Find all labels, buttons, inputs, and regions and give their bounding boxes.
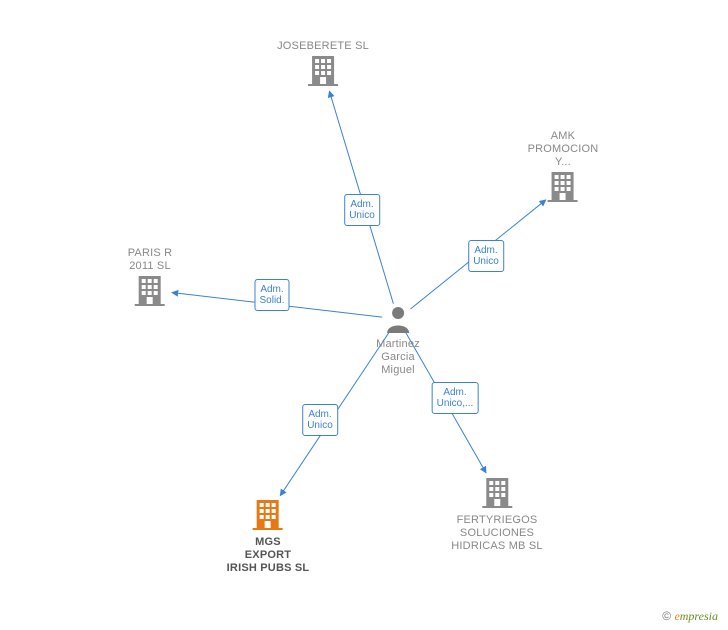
company-node-ferty[interactable]: FERTYRIEGOS SOLUCIONES HIDRICAS MB SL [451, 475, 542, 553]
edges-layer [0, 0, 728, 630]
company-node-joseberete[interactable]: JOSEBERETE SL [277, 40, 369, 92]
company-node-amk[interactable]: AMK PROMOCION Y... [528, 130, 599, 208]
building-icon [227, 497, 310, 536]
edge-label-parisr: Adm. Solid. [254, 279, 289, 311]
company-node-mgs[interactable]: MGS EXPORT IRISH PUBS SL [227, 497, 310, 575]
edge-label-ferty: Adm. Unico,... [432, 382, 479, 414]
copyright: © empresia [662, 609, 718, 624]
person-label: Martinez Garcia Miguel [376, 338, 420, 377]
diagram-canvas: Martinez Garcia Miguel JOSEBERETE SL AMK … [0, 0, 728, 630]
edge-label-amk: Adm. Unico [468, 240, 504, 272]
company-label: AMK PROMOCION Y... [528, 130, 599, 169]
edge-label-mgs: Adm. Unico [302, 404, 338, 436]
building-icon [451, 475, 542, 514]
company-label: JOSEBERETE SL [277, 40, 369, 53]
building-icon [528, 169, 599, 208]
person-node[interactable]: Martinez Garcia Miguel [376, 305, 420, 377]
company-label: MGS EXPORT IRISH PUBS SL [227, 536, 310, 575]
person-icon [376, 305, 420, 338]
building-icon [277, 53, 369, 92]
brand-rest: mpresia [680, 609, 718, 623]
company-label: FERTYRIEGOS SOLUCIONES HIDRICAS MB SL [451, 514, 542, 553]
company-label: PARIS R 2011 SL [128, 247, 173, 273]
edge-label-joseberete: Adm. Unico [344, 194, 380, 226]
company-node-parisr[interactable]: PARIS R 2011 SL [128, 247, 173, 312]
copyright-symbol: © [662, 609, 671, 623]
building-icon [128, 273, 173, 312]
